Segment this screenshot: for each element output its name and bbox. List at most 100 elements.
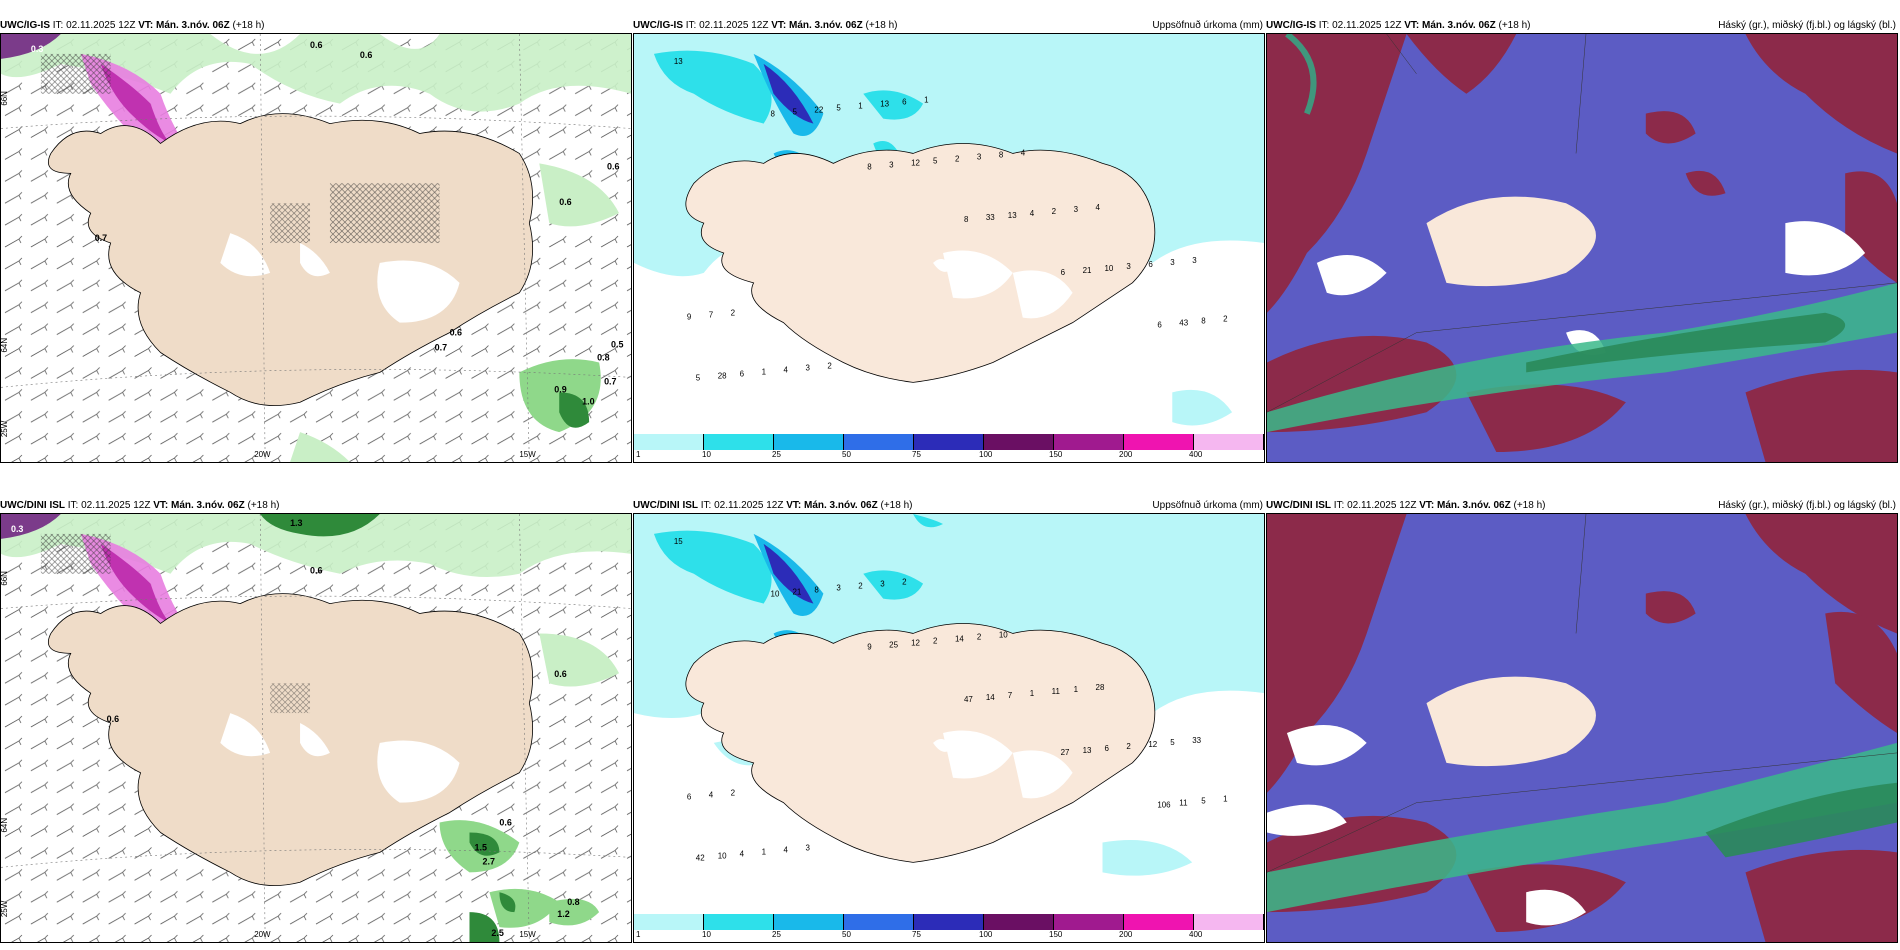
- svg-text:0.7: 0.7: [604, 376, 616, 386]
- precip-value: 43: [1179, 319, 1188, 328]
- precip-value: 8: [814, 586, 819, 595]
- precip-value: 2: [1052, 207, 1057, 216]
- panel-header-br: UWC/DINI ISL IT: 02.11.2025 12Z VT: Mán.…: [1266, 497, 1898, 513]
- precip-value: 6: [1061, 268, 1066, 277]
- precip-value: 9: [867, 642, 872, 651]
- model-name: UWC/DINI ISL: [0, 500, 65, 511]
- map-panel-br[interactable]: [1266, 513, 1898, 943]
- init-time: IT: 02.11.2025 12Z: [700, 500, 784, 511]
- precip-value: 3: [805, 843, 810, 852]
- precip-value: 22: [814, 106, 823, 115]
- svg-text:0.3: 0.3: [31, 44, 43, 54]
- precip-value: 4: [740, 849, 745, 858]
- field-title: Uppsöfnuð úrkoma (mm): [1152, 500, 1263, 511]
- precip-value: 1: [762, 367, 767, 376]
- model-name: UWC/IG-IS: [633, 20, 683, 31]
- svg-text:0.6: 0.6: [554, 669, 566, 679]
- precip-value: 10: [718, 851, 727, 860]
- precip-value: 6: [902, 98, 907, 107]
- svg-text:0.3: 0.3: [11, 524, 23, 534]
- svg-text:0.7: 0.7: [95, 233, 107, 243]
- svg-text:20W: 20W: [254, 930, 271, 939]
- precip-value: 11: [1179, 799, 1188, 808]
- svg-text:66N: 66N: [1, 571, 9, 586]
- panel-header-tr: UWC/IG-IS IT: 02.11.2025 12Z VT: Mán. 3.…: [1266, 17, 1898, 33]
- precip-value: 2: [731, 789, 736, 798]
- svg-text:20W: 20W: [254, 450, 271, 459]
- precip-value: 1: [1223, 795, 1228, 804]
- panel-header-tm: UWC/IG-IS IT: 02.11.2025 12Z VT: Mán. 3.…: [633, 17, 1265, 33]
- lead-time: (+18 h): [1498, 20, 1531, 31]
- precip-value: 4: [784, 845, 789, 854]
- precip-value: 2: [827, 361, 832, 370]
- precip-value: 2: [858, 582, 863, 591]
- colorbar-top: [634, 434, 1264, 450]
- precip-value: 7: [709, 311, 714, 320]
- svg-text:2.7: 2.7: [482, 856, 494, 866]
- precip-value: 28: [718, 371, 727, 380]
- precip-value: 28: [1096, 683, 1105, 692]
- field-title: Háský (gr.), miðský (fj.bl.) og lágský (…: [1718, 20, 1896, 31]
- precip-value: 8: [999, 150, 1004, 159]
- precip-value: 3: [805, 363, 810, 372]
- valid-time: VT: Mán. 3.nóv. 06Z: [771, 20, 863, 31]
- model-name: UWC/DINI ISL: [633, 500, 698, 511]
- svg-text:1.5: 1.5: [474, 842, 486, 852]
- precip-value: 47: [964, 695, 973, 704]
- precip-value: 3: [1192, 256, 1197, 265]
- precip-value: 2: [955, 154, 960, 163]
- precip-value: 13: [674, 57, 683, 66]
- svg-text:1.0: 1.0: [582, 396, 594, 406]
- precip-value: 42: [696, 853, 705, 862]
- map-panel-tl[interactable]: 0.3 0.6 0.6 0.6 0.6 0.7 0.6 0.7 0.5 0.8 …: [0, 33, 632, 463]
- precip-value: 13: [1008, 211, 1017, 220]
- precip-value: 8: [964, 215, 969, 224]
- valid-time: VT: Mán. 3.nóv. 06Z: [138, 20, 230, 31]
- precip-value: 3: [1170, 258, 1175, 267]
- precip-value: 6: [1157, 321, 1162, 330]
- map-panel-tr[interactable]: [1266, 33, 1898, 463]
- precip-value: 3: [836, 584, 841, 593]
- svg-text:0.6: 0.6: [107, 714, 119, 724]
- precip-value: 1: [858, 102, 863, 111]
- map-panel-tm[interactable]: 13 8 8 8 6 6 5 5 3 33 21 43 28 22 12 13 10 8 6 5 5 4 3 2 1 1 2 2 6 9 4…: [633, 33, 1265, 463]
- svg-text:15W: 15W: [519, 450, 536, 459]
- map-panel-bm[interactable]: 15 10 9 47 27 106 42 21 25 14 13 11 10 8 12 7 6 5 4 3 2 1 2 1 1 2…: [633, 513, 1265, 943]
- svg-text:66N: 66N: [1, 91, 9, 106]
- svg-text:0.6: 0.6: [310, 40, 322, 50]
- precip-value: 2: [731, 309, 736, 318]
- map-panel-bl[interactable]: 0.3 1.3 0.6 0.6 0.6 0.6 1.5 2.7 0.8 1.2 …: [0, 513, 632, 943]
- precip-value: 4: [1030, 209, 1035, 218]
- precip-value: 10: [1105, 264, 1114, 273]
- precip-value: 12: [911, 158, 920, 167]
- svg-text:0.5: 0.5: [611, 340, 623, 350]
- precip-value: 13: [880, 100, 889, 109]
- precip-value: 8: [1201, 317, 1206, 326]
- precip-value: 12: [911, 638, 920, 647]
- lead-time: (+18 h): [865, 20, 898, 31]
- model-name: UWC/IG-IS: [0, 20, 50, 31]
- svg-text:64N: 64N: [1, 338, 9, 353]
- precip-value: 1: [1074, 685, 1079, 694]
- valid-time: VT: Mán. 3.nóv. 06Z: [153, 500, 245, 511]
- precip-value: 14: [986, 693, 995, 702]
- precip-value: 13: [1083, 746, 1092, 755]
- cloud-map: [1267, 514, 1897, 942]
- svg-text:2.5: 2.5: [491, 928, 503, 938]
- panel-header-tl: UWC/IG-IS IT: 02.11.2025 12Z VT: Mán. 3.…: [0, 17, 630, 33]
- precip-value: 1: [762, 847, 767, 856]
- field-title: Uppsöfnuð úrkoma (mm): [1152, 20, 1263, 31]
- svg-text:0.9: 0.9: [554, 384, 566, 394]
- valid-time: VT: Mán. 3.nóv. 06Z: [1404, 20, 1496, 31]
- svg-text:0.6: 0.6: [559, 197, 571, 207]
- colorbar-bottom: [634, 914, 1264, 930]
- svg-text:1.3: 1.3: [290, 518, 302, 528]
- precip-map: 1510947271064221251413111081276543212112…: [634, 514, 1264, 942]
- svg-text:0.8: 0.8: [567, 897, 579, 907]
- precip-value: 14: [955, 634, 964, 643]
- valid-time: VT: Mán. 3.nóv. 06Z: [786, 500, 878, 511]
- precip-value: 21: [1083, 266, 1092, 275]
- snow-wind-map: 0.3 1.3 0.6 0.6 0.6 0.6 1.5 2.7 0.8 1.2 …: [1, 514, 631, 942]
- precip-value: 33: [986, 213, 995, 222]
- lead-time: (+18 h): [880, 500, 913, 511]
